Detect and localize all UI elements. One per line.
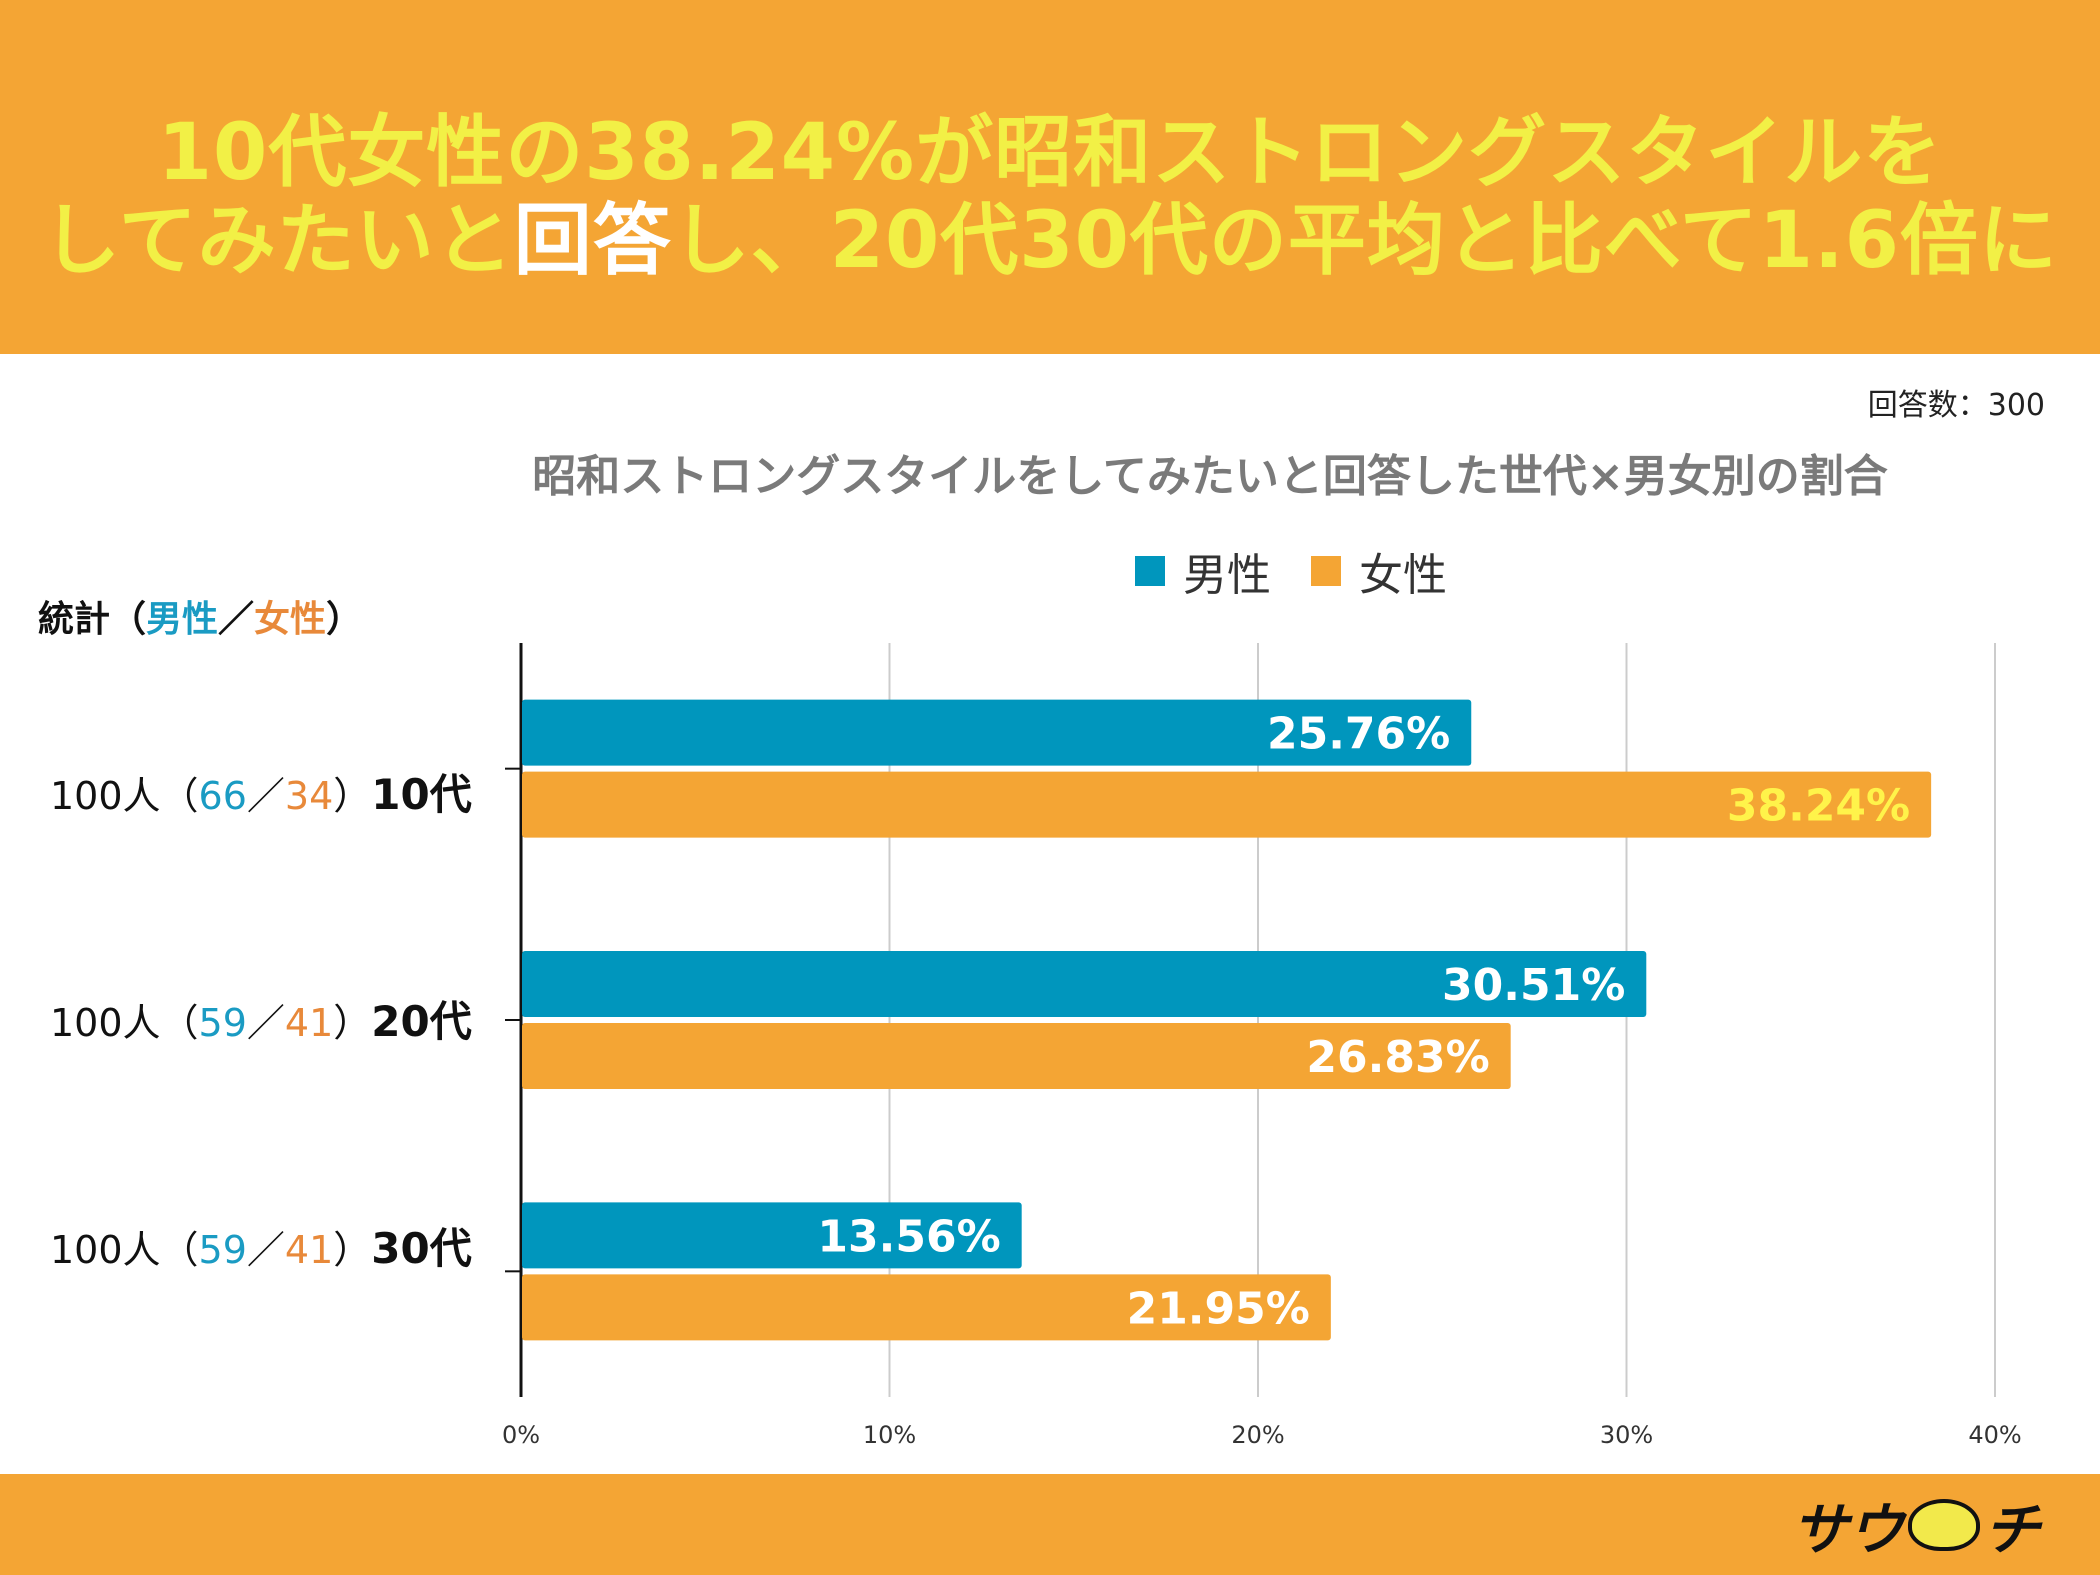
- row-close: ）: [333, 1228, 372, 1272]
- x-tick-label: 20%: [1231, 1421, 1284, 1449]
- row-age: 30代: [371, 1224, 472, 1273]
- chart-title: 昭和ストロングスタイルをしてみたいと回答した世代×男女別の割合: [532, 451, 1888, 502]
- row-count: 100人（: [50, 1228, 199, 1272]
- x-tick-label: 30%: [1600, 1421, 1653, 1449]
- data-label: 13.56%: [817, 1211, 1000, 1262]
- data-label: 38.24%: [1727, 781, 1910, 832]
- headline-part-c: し、20代30代の平均と比べて1.6倍に: [671, 196, 2058, 286]
- bar: [522, 699, 1472, 766]
- row-close: ）: [333, 774, 372, 818]
- logo-text-b: チ: [1984, 1497, 2040, 1563]
- data-label: 26.83%: [1306, 1032, 1489, 1083]
- x-tick-label: 0%: [502, 1421, 540, 1449]
- row-sep: ／: [246, 1228, 285, 1272]
- logo-mascot-icon: [1908, 1499, 1980, 1551]
- header-banner: 10代女性の38.24%が昭和ストロングスタイルを してみたいと回答し、20代3…: [0, 0, 2100, 354]
- row-male-n: 59: [198, 1001, 247, 1045]
- stat-prefix: 統計（: [38, 599, 147, 640]
- legend-swatch-female: [1311, 556, 1341, 586]
- bar: [522, 1274, 1331, 1341]
- stat-sep: ／: [218, 599, 255, 640]
- bar: [522, 1023, 1511, 1089]
- row-female-n: 41: [284, 1001, 334, 1045]
- headline-line-1: 10代女性の38.24%が昭和ストロングスタイルを: [157, 108, 1943, 198]
- bar: [522, 771, 1932, 838]
- data-label: 30.51%: [1442, 960, 1625, 1011]
- bar: [522, 1202, 1022, 1269]
- row-female-n: 41: [284, 1228, 334, 1272]
- data-label: 25.76%: [1267, 709, 1450, 760]
- row-age: 10代: [371, 770, 472, 819]
- stat-female: 女性: [254, 599, 327, 640]
- legend-label-male: 男性: [1183, 550, 1271, 601]
- legend-label-female: 女性: [1359, 550, 1447, 601]
- stat-label: 統計（男性／女性）: [38, 590, 362, 642]
- row-label-20s: 100人（59／41）20代: [50, 997, 472, 1047]
- headline-part-b: 回答: [513, 196, 672, 286]
- row-male-n: 59: [198, 1228, 247, 1272]
- headline-part-a: してみたいと: [42, 196, 514, 286]
- bar: [522, 951, 1647, 1017]
- x-tick-label: 40%: [1968, 1421, 2021, 1449]
- row-sep: ／: [246, 1001, 285, 1045]
- legend-item-male: 男性: [1135, 539, 1271, 603]
- x-tick-label: 10%: [863, 1421, 916, 1449]
- legend-swatch-male: [1135, 556, 1165, 586]
- legend: 男性 女性: [1135, 545, 1487, 601]
- row-male-n: 66: [198, 774, 247, 818]
- legend-item-female: 女性: [1311, 539, 1447, 603]
- data-label: 21.95%: [1127, 1283, 1310, 1334]
- stat-suffix: ）: [326, 599, 363, 640]
- headline-line-2: してみたいと回答し、20代30代の平均と比べて1.6倍に: [0, 178, 2100, 290]
- row-count: 100人（: [50, 1001, 199, 1045]
- row-label-30s: 100人（59／41）30代: [50, 1224, 472, 1274]
- row-age: 20代: [371, 997, 472, 1046]
- row-count: 100人（: [50, 774, 199, 818]
- stat-male: 男性: [146, 599, 219, 640]
- row-close: ）: [333, 1001, 372, 1045]
- brand-logo: サウ チ: [1792, 1492, 2040, 1563]
- footer-banner: サウ チ: [0, 1474, 2100, 1575]
- row-sep: ／: [246, 774, 285, 818]
- row-label-10s: 100人（66／34）10代: [50, 770, 472, 820]
- row-female-n: 34: [284, 774, 334, 818]
- respondent-count: 回答数：300: [1867, 388, 2045, 423]
- logo-text-a: サウ: [1792, 1497, 1904, 1563]
